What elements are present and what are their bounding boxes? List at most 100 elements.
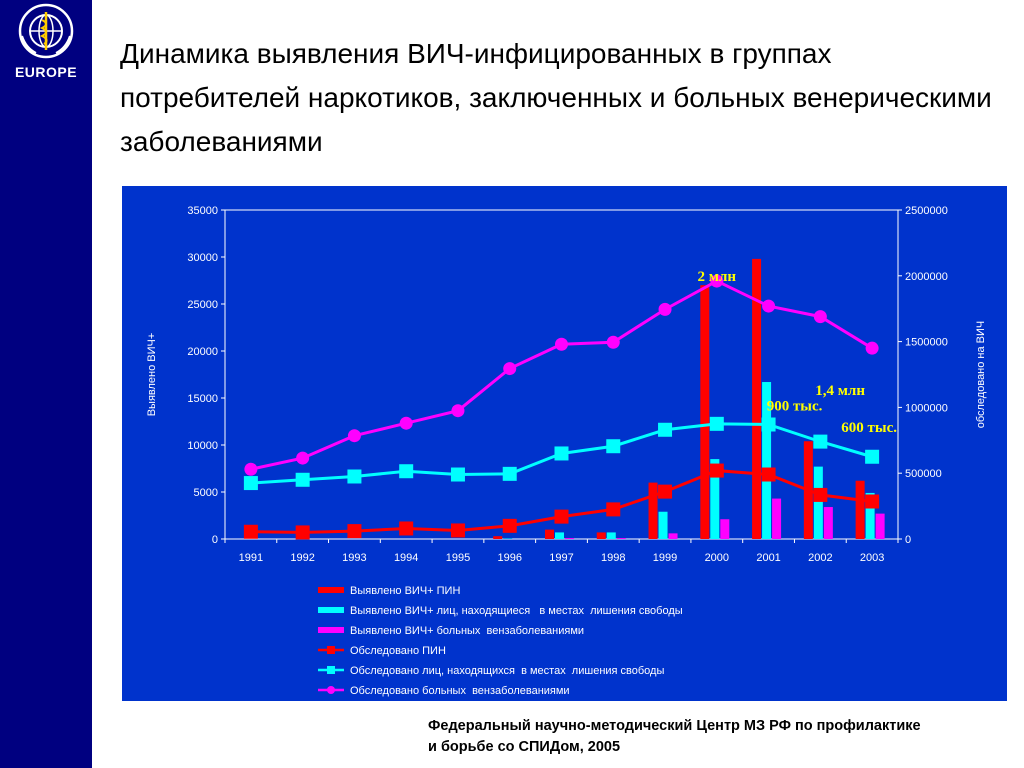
point-2-2003 [865,449,880,464]
point-3-1991 [244,462,258,476]
point-2-1996 [502,466,517,481]
point-3-1997 [555,337,568,351]
x-tick-label: 1992 [290,552,314,564]
point-1-1994 [399,521,414,536]
chart-panel: 0 5000 10000 15000 20000 25000 30000 35000 0 5000… [122,186,1007,701]
legend-marker [327,666,335,674]
bar-3-1998 [616,538,626,539]
x-tick-label: 1998 [601,552,625,564]
y-left-tick-label: 15000 [187,393,218,405]
x-tick-label: 1994 [394,552,418,564]
point-3-2000 [710,274,724,288]
y-axis-title-right: обследовано на ВИЧ [975,321,987,429]
point-2-1994 [399,464,414,479]
point-3-2001 [762,299,776,313]
point-1-1995 [450,523,465,538]
x-tick-label: 2002 [808,552,832,564]
bar-1-1997 [545,529,554,539]
bar-2-1999 [658,511,668,539]
bar-1-1996 [493,536,503,539]
x-tick-label: 1997 [549,552,573,564]
bar-1-2000 [700,285,710,539]
y-right-tick-label: 2000000 [905,271,948,283]
legend-swatch [318,627,344,633]
point-1-1992 [295,525,310,540]
point-3-1994 [399,416,413,430]
x-tick-label: 1996 [497,552,521,564]
annotation-label: 900 тыс. [767,399,823,415]
point-2-2002 [813,434,828,449]
sidebar-band: EUROPE [0,0,92,768]
bar-2-2001 [762,382,772,539]
point-3-1998 [606,335,620,349]
legend-label: Обследовано больных вензаболеваниями [350,685,570,697]
point-3-2003 [865,341,879,355]
bar-2-2003 [865,492,875,539]
point-2-1999 [658,422,673,437]
legend-swatch [318,607,344,613]
point-2-1998 [606,439,621,454]
bar-1-2003 [855,480,865,539]
legend-swatch [318,587,344,593]
bar-2-1997 [555,532,564,539]
point-1-2001 [761,467,776,482]
x-tick-label: 1995 [446,552,470,564]
y-right-tick-label: 2500000 [905,205,948,217]
point-2-2000 [709,416,724,431]
point-1-1999 [658,484,673,499]
y-right-tick-label: 1000000 [905,402,948,414]
bar-3-2001 [772,498,782,539]
legend-label: Обследовано ПИН [350,645,446,657]
bar-3-2000 [720,519,730,539]
point-3-2002 [813,310,827,324]
point-3-1995 [451,404,465,418]
legend-label: Выявлено ВИЧ+ ПИН [350,585,460,597]
bar-2-2002 [813,466,823,539]
point-1-1996 [502,518,517,533]
legend-label: Выявлено ВИЧ+ лиц, находящиеся в местах … [350,605,683,617]
x-tick-label: 2003 [860,552,884,564]
y-left-tick-label: 35000 [187,205,218,217]
annotation-label: 1,4 млн [815,383,865,399]
point-2-2001 [761,417,776,432]
legend-label: Выявлено ВИЧ+ больных вензаболеваниями [350,625,584,637]
bar-3-2003 [875,513,885,539]
y-right-tick-label: 1500000 [905,337,948,349]
point-3-1996 [503,362,517,376]
point-3-1992 [296,451,310,465]
who-europe-logo [18,3,74,59]
bar-2-2000 [710,459,720,539]
point-1-2000 [709,463,724,478]
y-left-tick-label: 30000 [187,252,218,264]
logo-region-text: EUROPE [14,64,78,80]
bar-2-1998 [606,532,616,539]
point-1-1997 [554,509,569,524]
point-3-1993 [347,429,361,443]
bar-1-1999 [648,482,658,539]
y-right-tick-label: 500000 [905,468,942,480]
annotation-label: 600 тыс. [841,420,897,436]
point-1-1991 [243,524,258,539]
bar-1-2001 [752,258,762,539]
hiv-chart: 0 5000 10000 15000 20000 25000 30000 35000 0 5000… [146,205,987,697]
legend-label: Обследовано лиц, находящихся в местах ли… [350,665,664,677]
y-left-tick-label: 10000 [187,440,218,452]
y-left-tick-label: 20000 [187,346,218,358]
point-1-2002 [813,487,828,502]
source-line-2: и борьбе со СПИДом, 2005 [428,739,621,755]
x-tick-label: 1991 [239,552,263,564]
x-tick-label: 1999 [653,552,677,564]
slide-title: Динамика выявления ВИЧ-инфицированных в … [120,38,992,157]
bar-3-2002 [823,507,833,539]
point-1-1993 [347,524,362,539]
bar-3-1997 [565,538,574,539]
x-tick-label: 1993 [342,552,366,564]
point-2-1992 [295,472,310,487]
line-series-3 [250,279,873,471]
point-3-1999 [658,302,672,316]
x-tick-label: 2000 [705,552,729,564]
legend-marker [327,686,335,694]
point-2-1997 [554,446,569,461]
point-2-1995 [450,467,465,482]
y-left-tick-label: 5000 [194,487,218,499]
